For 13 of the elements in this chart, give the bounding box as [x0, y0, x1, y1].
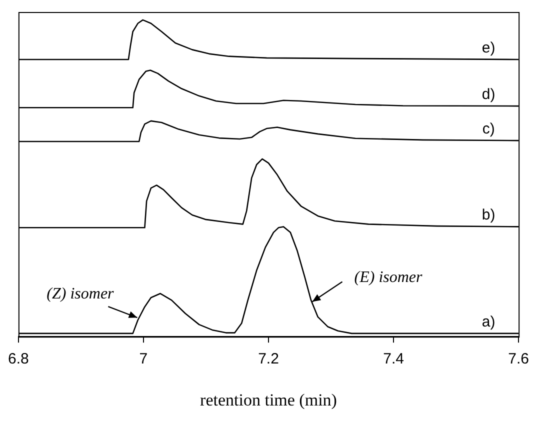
x-tick-label: 6.8	[8, 350, 29, 368]
series-label: e)	[482, 40, 496, 56]
annotation: (E) isomer	[354, 268, 424, 286]
series-label: a)	[482, 313, 496, 330]
series-label: d)	[482, 86, 496, 104]
annotation: (Z) isomer	[46, 286, 115, 303]
x-axis-title: retention time (min)	[200, 390, 337, 410]
x-tick-label: 7	[139, 350, 148, 368]
x-tick-label: 7.2	[258, 350, 279, 368]
x-tick-label: 7.6	[508, 350, 530, 368]
series-label: c)	[482, 120, 495, 138]
series-label: b)	[482, 206, 496, 224]
x-tick-label: 7.4	[383, 350, 404, 368]
